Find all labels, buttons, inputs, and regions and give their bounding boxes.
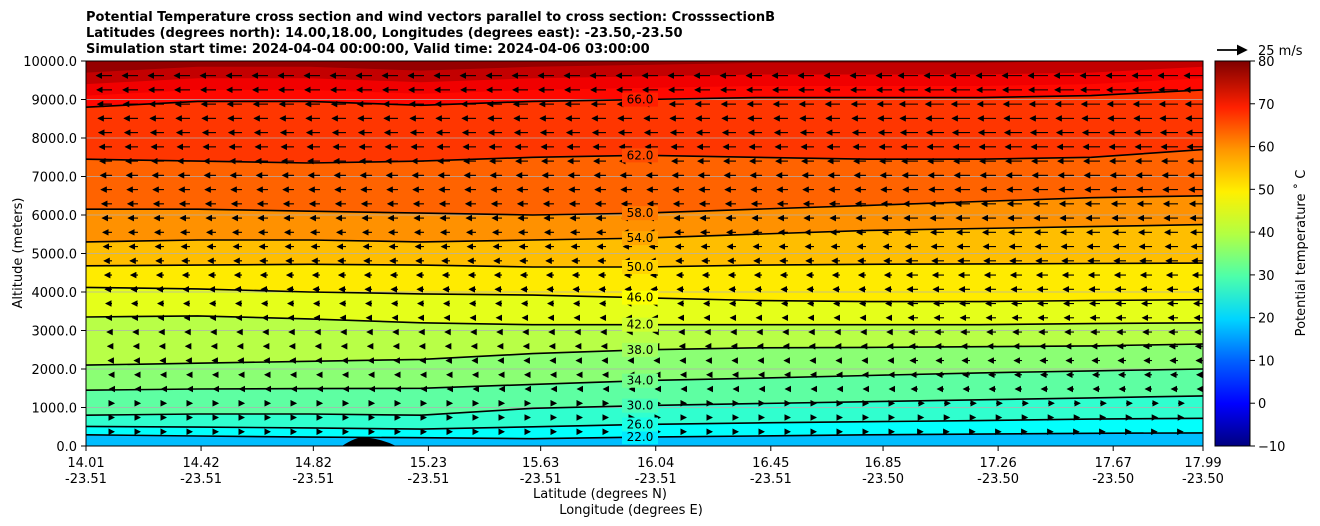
y-tick-label: 7000.0 <box>32 171 78 186</box>
colorbar-tick-label: −10 <box>1258 440 1285 455</box>
y-tick-label: 5000.0 <box>32 248 78 263</box>
x-tick-label-lat: 17.67 <box>1095 456 1132 471</box>
colorbar-tick-label: 60 <box>1258 141 1275 156</box>
x-tick-label-lon: -23.50 <box>862 472 904 487</box>
x-tick-label-lat: 16.85 <box>864 456 901 471</box>
quiver-key-label: 25 m/s <box>1258 44 1303 59</box>
contour-label-bg <box>622 206 658 221</box>
colorbar-tick-label: 40 <box>1258 226 1275 241</box>
x-tick-label-lat: 16.04 <box>637 456 674 471</box>
title-line-2: Latitudes (degrees north): 14.00,18.00, … <box>86 26 683 41</box>
x-tick-label-lat: 17.26 <box>980 456 1017 471</box>
colorbar: −10 0 10 20 30 40 50 60 70 80 Potential temperatu… <box>1214 55 1309 455</box>
y-tick-label: 6000.0 <box>32 209 78 224</box>
colorbar-tick-label: 20 <box>1258 312 1275 327</box>
wind-vectors <box>95 72 1203 436</box>
contour-label: 22.0 <box>627 430 654 444</box>
x-tick-label-lat: 14.01 <box>67 456 104 471</box>
contour-label: 58.0 <box>627 206 654 220</box>
contour-label: 42.0 <box>627 318 654 332</box>
colorbar-tick-label: 80 <box>1258 55 1275 70</box>
x-tick-label-lat: 17.99 <box>1184 456 1221 471</box>
x-tick-label-lon: -23.51 <box>407 472 449 487</box>
contour-label-bg <box>622 259 658 274</box>
contour-label-bg <box>622 92 658 107</box>
contour-label-bg <box>622 317 658 332</box>
contour-label: 26.0 <box>627 418 654 432</box>
x-tick-label-lat: 14.82 <box>295 456 332 471</box>
y-tick-label: 8000.0 <box>32 132 78 147</box>
plot-area: 22.026.0 30.0 34.0 38.0 42.0 46.0 50.0 54.0 58.0… <box>86 61 1203 446</box>
contour-label: 54.0 <box>627 231 654 245</box>
x-tick-label-lon: -23.50 <box>1092 472 1134 487</box>
colorbar-tick-label: 70 <box>1258 98 1275 113</box>
contour-label: 62.0 <box>627 148 654 162</box>
x-tick-label-lat: 15.63 <box>522 456 559 471</box>
x-axis-label-lat: Latitude (degrees N) <box>533 487 667 502</box>
contour-label: 30.0 <box>627 399 654 413</box>
x-tick-label-lon: -23.50 <box>1182 472 1224 487</box>
y-axis-label: Altitude (meters) <box>11 198 26 309</box>
band-upper-78 <box>86 61 1203 73</box>
x-axis-label-lon: Longitude (degrees E) <box>559 503 703 518</box>
y-tick-label: 2000.0 <box>32 363 78 378</box>
x-tick-label-lat: 16.45 <box>752 456 789 471</box>
chart-title: Potential Temperature cross section and … <box>86 10 775 57</box>
colorbar-tick-label: 10 <box>1258 354 1275 369</box>
x-tick-label-lat: 15.23 <box>410 456 447 471</box>
contour-label-bg <box>622 148 658 163</box>
x-tick-label-lon: -23.51 <box>65 472 107 487</box>
contour-label-bg <box>622 342 658 357</box>
colorbar-tick-label: 50 <box>1258 183 1275 198</box>
y-tick-label: 4000.0 <box>32 286 78 301</box>
x-axis: 14.01-23.5114.42-23.5114.82-23.5115.23-2… <box>65 446 1224 487</box>
contour-label-bg <box>622 398 658 413</box>
contour-label: 34.0 <box>627 374 654 388</box>
contour-label-bg <box>622 231 658 246</box>
y-tick-label: 10000.0 <box>23 55 77 70</box>
contour-lines: 22.026.0 30.0 34.0 38.0 42.0 46.0 50.0 54.0 58.0… <box>86 89 1203 445</box>
contour-label-bg <box>622 430 658 445</box>
y-axis: 0.0 1000.0 2000.0 3000.0 4000.0 5000.0 6000.0 7… <box>23 55 86 455</box>
x-tick-label-lon: -23.51 <box>750 472 792 487</box>
contour-label: 38.0 <box>627 343 654 357</box>
x-tick-label-lon: -23.51 <box>180 472 222 487</box>
x-tick-label-lon: -23.51 <box>520 472 562 487</box>
contour-label-bg <box>622 417 658 432</box>
y-tick-label: 9000.0 <box>32 94 78 109</box>
x-tick-label-lat: 14.42 <box>182 456 219 471</box>
x-tick-label-lon: -23.51 <box>292 472 334 487</box>
contour-label: 66.0 <box>627 93 654 107</box>
contour-label: 46.0 <box>627 291 654 305</box>
colorbar-ticks: −10 0 10 20 30 40 50 60 70 80 <box>1250 55 1285 455</box>
y-tick-label: 1000.0 <box>32 402 78 417</box>
y-tick-label: 3000.0 <box>32 325 78 340</box>
title-line-3: Simulation start time: 2024-04-04 00:00:… <box>86 42 650 57</box>
contour-label-bg <box>622 373 658 388</box>
title-line-1: Potential Temperature cross section and … <box>86 10 775 25</box>
contour-label: 50.0 <box>627 260 654 274</box>
y-tick-label: 0.0 <box>56 440 77 455</box>
quiver-key: 25 m/s <box>1217 44 1303 59</box>
terrain-bump <box>342 437 396 446</box>
colorbar-gradient <box>1214 60 1251 447</box>
x-tick-label-lon: -23.51 <box>635 472 677 487</box>
contour-label-bg <box>622 290 658 305</box>
colorbar-tick-label: 0 <box>1258 397 1266 412</box>
colorbar-tick-label: 30 <box>1258 269 1275 284</box>
x-tick-label-lon: -23.50 <box>977 472 1019 487</box>
colorbar-label: Potential temperature ˚ C <box>1293 170 1309 337</box>
